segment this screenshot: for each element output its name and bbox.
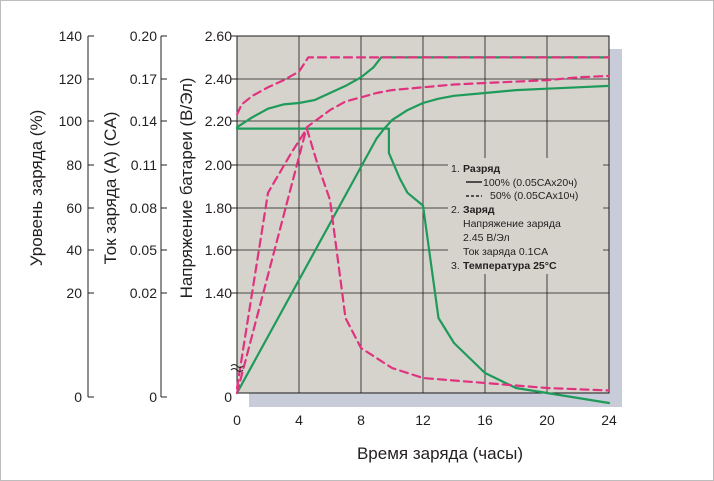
tick-label: 140 [59,28,83,44]
series-line-100-voltage [235,56,611,129]
legend-item-2-num: 2. [451,204,460,216]
tick-label: 0.14 [130,113,157,129]
tick-label: 80 [66,157,82,173]
tick-label: 0 [149,389,157,405]
legend-item-3-title: Температура 25°C [463,260,557,272]
x-tick-label: 8 [357,412,365,428]
tick-label: 0.05 [130,242,157,258]
legend-item-1-line-2: 50% (0.05CAx10ч) [490,190,578,202]
tick-label: 0.08 [130,200,157,216]
tick-label: 120 [59,71,83,87]
legend-item-2-line-1: Напряжение заряда [463,218,561,230]
legend-item-2-title: Заряд [463,204,495,216]
x-tick-label: 20 [539,412,555,428]
voltage-axis-title: Напряжение батареи (В/Эл) [177,78,196,299]
legend-item-1-title: Разряд [463,163,500,175]
tick-label: 40 [66,242,82,258]
tick-label: 0.20 [130,28,157,44]
series-layer [235,56,611,405]
x-tick-label: 24 [601,412,617,428]
x-tick-label: 0 [233,412,241,428]
axis-current: 0.20 0.17 0.14 0.11 0.08 0.05 0.02 0 [130,28,167,405]
series-line-100-soc [235,84,611,395]
axis-soc: 140 120 100 80 60 40 20 0 [59,28,94,405]
series-line-100-current [235,127,611,405]
tick-label: 2.40 [205,71,232,87]
legend-box [448,158,603,274]
tick-label: 100 [59,113,83,129]
tick-label: 2.60 [205,28,232,44]
legend-item-1-num: 1. [451,163,460,175]
tick-label: 0.11 [131,157,157,173]
tick-label: 0.17 [130,71,157,87]
tick-label: 0.02 [130,285,157,301]
tick-label: 1.60 [205,242,232,258]
legend: 1. Разряд 100% (0.05CAx20ч) 50% (0.05CAx… [448,158,603,274]
soc-axis-title: Уровень заряда (%) [27,110,46,266]
axis-x: 0 4 8 12 16 20 24 [233,412,617,428]
x-tick-label: 12 [415,412,431,428]
tick-label: 0 [224,389,232,405]
series-line-50-voltage [235,56,611,116]
axis-break-mark [230,364,244,372]
legend-item-1-line-1: 100% (0.05CAx20ч) [483,177,577,189]
current-axis-title: Ток заряда (A) (CA) [101,112,120,265]
tick-label: 2.20 [205,113,232,129]
tick-label: 60 [66,200,82,216]
series-line-50-current [235,127,611,392]
legend-item-2-line-2: 2.45 В/Эл [463,232,510,244]
axis-voltage: 2.60 2.40 2.20 2.00 1.80 1.60 1.40 0 [205,28,237,405]
tick-label: 20 [66,285,82,301]
legend-item-3-num: 3. [451,260,460,272]
tick-label: 2.00 [205,157,232,173]
x-tick-label: 16 [477,412,493,428]
x-axis-title: Время заряда (часы) [357,444,523,463]
tick-label: 0 [74,389,82,405]
tick-label: 1.80 [205,200,232,216]
x-tick-label: 4 [295,412,303,428]
legend-item-2-line-3: Ток заряда 0.1CA [463,246,548,258]
tick-label: 1.40 [205,285,232,301]
series-line-50-soc [235,74,611,395]
